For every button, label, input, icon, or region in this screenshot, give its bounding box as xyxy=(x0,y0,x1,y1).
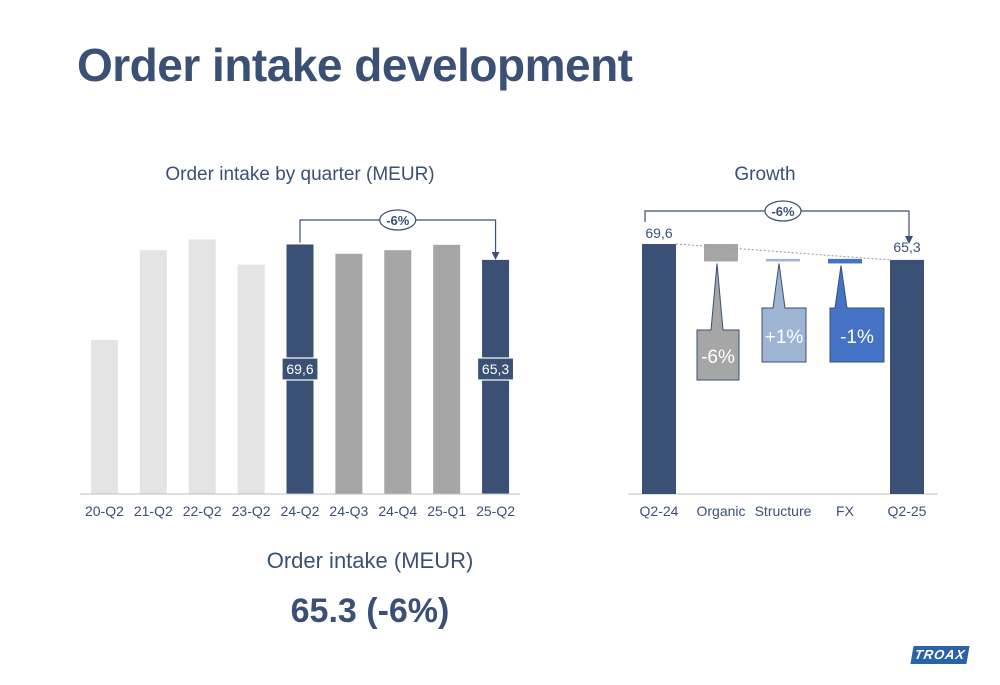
x-tick-label: 24-Q4 xyxy=(378,503,417,519)
x-tick-label: 21-Q2 xyxy=(134,503,173,519)
left-chart-title: Order intake by quarter (MEUR) xyxy=(165,164,434,185)
growth-badge xyxy=(764,200,802,222)
data-label-box xyxy=(476,357,515,381)
bar-25-Q1 xyxy=(433,244,461,494)
bar-Structure xyxy=(766,258,800,262)
data-label-box xyxy=(281,357,319,381)
x-tick-label: Organic xyxy=(696,503,745,519)
data-label: 65,3 xyxy=(893,239,920,255)
page-title: Order intake development xyxy=(77,39,633,91)
x-tick-label: Q2-24 xyxy=(640,503,679,519)
x-tick-label: Structure xyxy=(755,503,812,519)
data-label: 69,6 xyxy=(645,225,672,241)
x-tick-label: 25-Q2 xyxy=(476,503,515,519)
order-intake-by-quarter-chart: Order intake by quarter (MEUR) 20-Q2 21-Q2… xyxy=(80,164,520,519)
data-label: 65,3 xyxy=(482,361,509,377)
bar-20-Q2 xyxy=(90,339,118,494)
order-intake-summary-label: Order intake (MEUR) xyxy=(266,548,474,573)
callout-FX xyxy=(829,265,885,363)
callout-Structure xyxy=(761,263,807,363)
bar-FX xyxy=(828,258,862,264)
troax-logo: TROAX xyxy=(910,646,970,664)
x-tick-label: 24-Q3 xyxy=(329,503,368,519)
bar-24-Q3 xyxy=(335,253,363,494)
bar-Q2-24 xyxy=(642,244,676,494)
callout-label: -6% xyxy=(701,347,735,368)
callout-label: +1% xyxy=(765,327,804,348)
bar-21-Q2 xyxy=(139,250,167,494)
growth-badge xyxy=(379,209,417,231)
callout-Organic xyxy=(696,263,740,381)
bar-22-Q2 xyxy=(188,239,216,494)
x-tick-label: FX xyxy=(836,503,855,519)
x-tick-label: 25-Q1 xyxy=(427,503,466,519)
growth-badge-label: -6% xyxy=(771,204,795,219)
right-chart-title: Growth xyxy=(734,164,795,185)
x-tick-label: Q2-25 xyxy=(888,503,927,519)
x-tick-label: 24-Q2 xyxy=(281,503,320,519)
bar-23-Q2 xyxy=(237,264,265,494)
growth-waterfall-chart: Growth Q2-24 Organic Structure FX Q2-25 69,6 -6… xyxy=(628,164,938,519)
order-intake-summary-value: 65.3 (-6%) xyxy=(290,592,450,630)
bar-Q2-25 xyxy=(890,259,924,494)
x-tick-label: 23-Q2 xyxy=(232,503,271,519)
bar-24-Q4 xyxy=(384,250,412,494)
callout-label: -1% xyxy=(840,327,874,348)
data-label: 69,6 xyxy=(286,361,313,377)
x-tick-label: 20-Q2 xyxy=(85,503,124,519)
x-tick-label: 22-Q2 xyxy=(183,503,222,519)
growth-badge-label: -6% xyxy=(386,213,410,228)
